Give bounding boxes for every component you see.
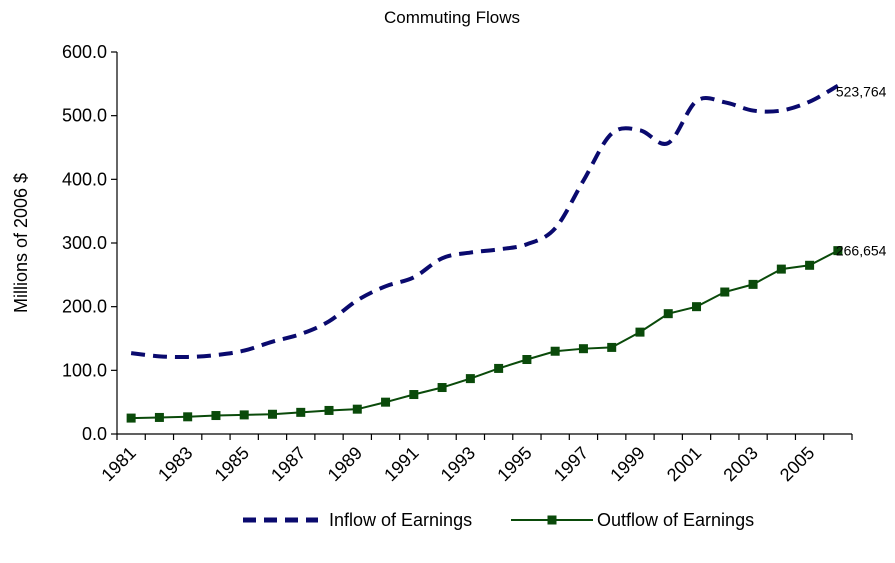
- outflow-point: [465, 374, 475, 384]
- x-tick-label: 1991: [380, 443, 422, 485]
- x-axis: 1981 1983 1985 1987 1989 1991 1993 1995 1997 1999…: [98, 434, 853, 485]
- outflow-point: [437, 383, 447, 393]
- outflow-point: [296, 407, 306, 417]
- outflow-point: [522, 355, 532, 365]
- x-tick-label: 1995: [493, 443, 535, 485]
- y-tick-label: 600.0: [62, 42, 107, 62]
- outflow-point: [183, 412, 193, 422]
- outflow-point: [776, 264, 786, 274]
- y-tick-label: 200.0: [62, 297, 107, 317]
- outflow-point: [720, 287, 730, 297]
- x-tick-label: 1993: [437, 443, 479, 485]
- x-tick-label: 1997: [550, 443, 592, 485]
- chart-title: Commuting Flows: [384, 8, 520, 27]
- outflow-point: [154, 412, 164, 422]
- x-tick-label: 2005: [776, 443, 818, 485]
- y-tick-label: 500.0: [62, 106, 107, 126]
- outflow-point: [267, 409, 277, 419]
- outflow-point: [550, 346, 560, 356]
- y-axis-label: Millions of 2006 $: [11, 173, 31, 313]
- x-tick-label: 2001: [663, 443, 705, 485]
- series-layer: [126, 84, 843, 423]
- outflow-point: [635, 327, 645, 337]
- x-tick-label: 1983: [154, 443, 196, 485]
- x-tick-label: 1989: [324, 443, 366, 485]
- outflow-point: [494, 363, 504, 373]
- outflow-point: [381, 397, 391, 407]
- x-tick-label: 1985: [211, 443, 253, 485]
- end-labels: 523,764 266,654: [836, 84, 887, 259]
- y-tick-label: 300.0: [62, 233, 107, 253]
- outflow-point: [211, 411, 221, 421]
- outflow-point: [692, 302, 702, 312]
- outflow-point: [805, 260, 815, 270]
- outflow-point: [748, 279, 758, 289]
- inflow-line: [130, 84, 839, 360]
- outflow-point: [607, 342, 617, 352]
- outflow-point: [324, 405, 334, 415]
- plot-axes: [116, 52, 852, 435]
- outflow-point: [833, 246, 843, 256]
- legend: Inflow of Earnings Outflow of Earnings: [243, 510, 754, 530]
- inflow-end-label: 523,764: [836, 84, 887, 100]
- y-tick-label: 100.0: [62, 360, 107, 380]
- outflow-point: [663, 309, 673, 319]
- legend-outflow-label: Outflow of Earnings: [597, 510, 754, 530]
- outflow-point: [578, 344, 588, 354]
- x-tick-label: 1999: [606, 443, 648, 485]
- y-tick-label: 400.0: [62, 169, 107, 189]
- legend-outflow-marker: [547, 515, 557, 525]
- x-tick-label: 2003: [719, 443, 761, 485]
- legend-inflow-label: Inflow of Earnings: [329, 510, 472, 530]
- outflow-end-label: 266,654: [836, 243, 887, 259]
- outflow-point: [352, 404, 362, 414]
- y-axis: 0.0 100.0 200.0 300.0 400.0 500.0 600.0: [62, 42, 117, 444]
- outflow-point: [409, 390, 419, 400]
- outflow-point: [239, 410, 249, 420]
- x-tick-label: 1987: [267, 443, 309, 485]
- x-tick-label: 1981: [98, 443, 140, 485]
- outflow-point: [126, 413, 136, 423]
- outflow-line: [131, 249, 839, 420]
- y-tick-label: 0.0: [82, 424, 107, 444]
